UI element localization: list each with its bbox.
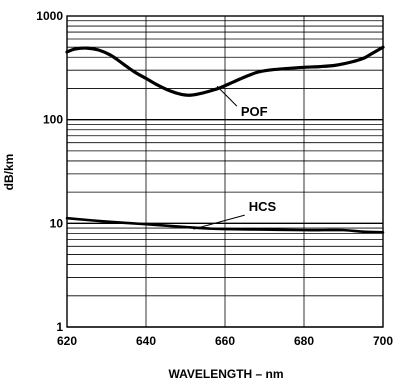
y-tick-label: 1 (56, 320, 63, 334)
series-line-pof (65, 45, 385, 97)
x-tick-label: 680 (294, 334, 314, 348)
x-tick-label: 700 (373, 334, 393, 348)
x-tick-label: 660 (215, 334, 235, 348)
leader-line-hcs (193, 214, 245, 230)
series-label-pof: POF (241, 104, 268, 119)
y-tick-label: 10 (50, 216, 64, 230)
series-labels: POF HCS (193, 85, 277, 230)
series-layer (65, 45, 385, 234)
x-tick-label: 640 (136, 334, 156, 348)
x-axis-title: WAVELENGTH – nm (168, 367, 283, 381)
y-tick-label: 100 (43, 113, 63, 127)
y-axis-title: dB/km (2, 154, 16, 191)
plot-border (66, 15, 384, 328)
plot-frame (66, 15, 384, 328)
tick-labels: 620 640 660 680 700 1 10 100 1000 (36, 9, 393, 348)
leader-line-pof (216, 85, 238, 107)
series-label-hcs: HCS (249, 199, 277, 214)
y-tick-label: 1000 (36, 9, 63, 23)
series-line-hcs (65, 216, 385, 234)
grid (66, 16, 384, 328)
x-tick-label: 620 (57, 334, 77, 348)
